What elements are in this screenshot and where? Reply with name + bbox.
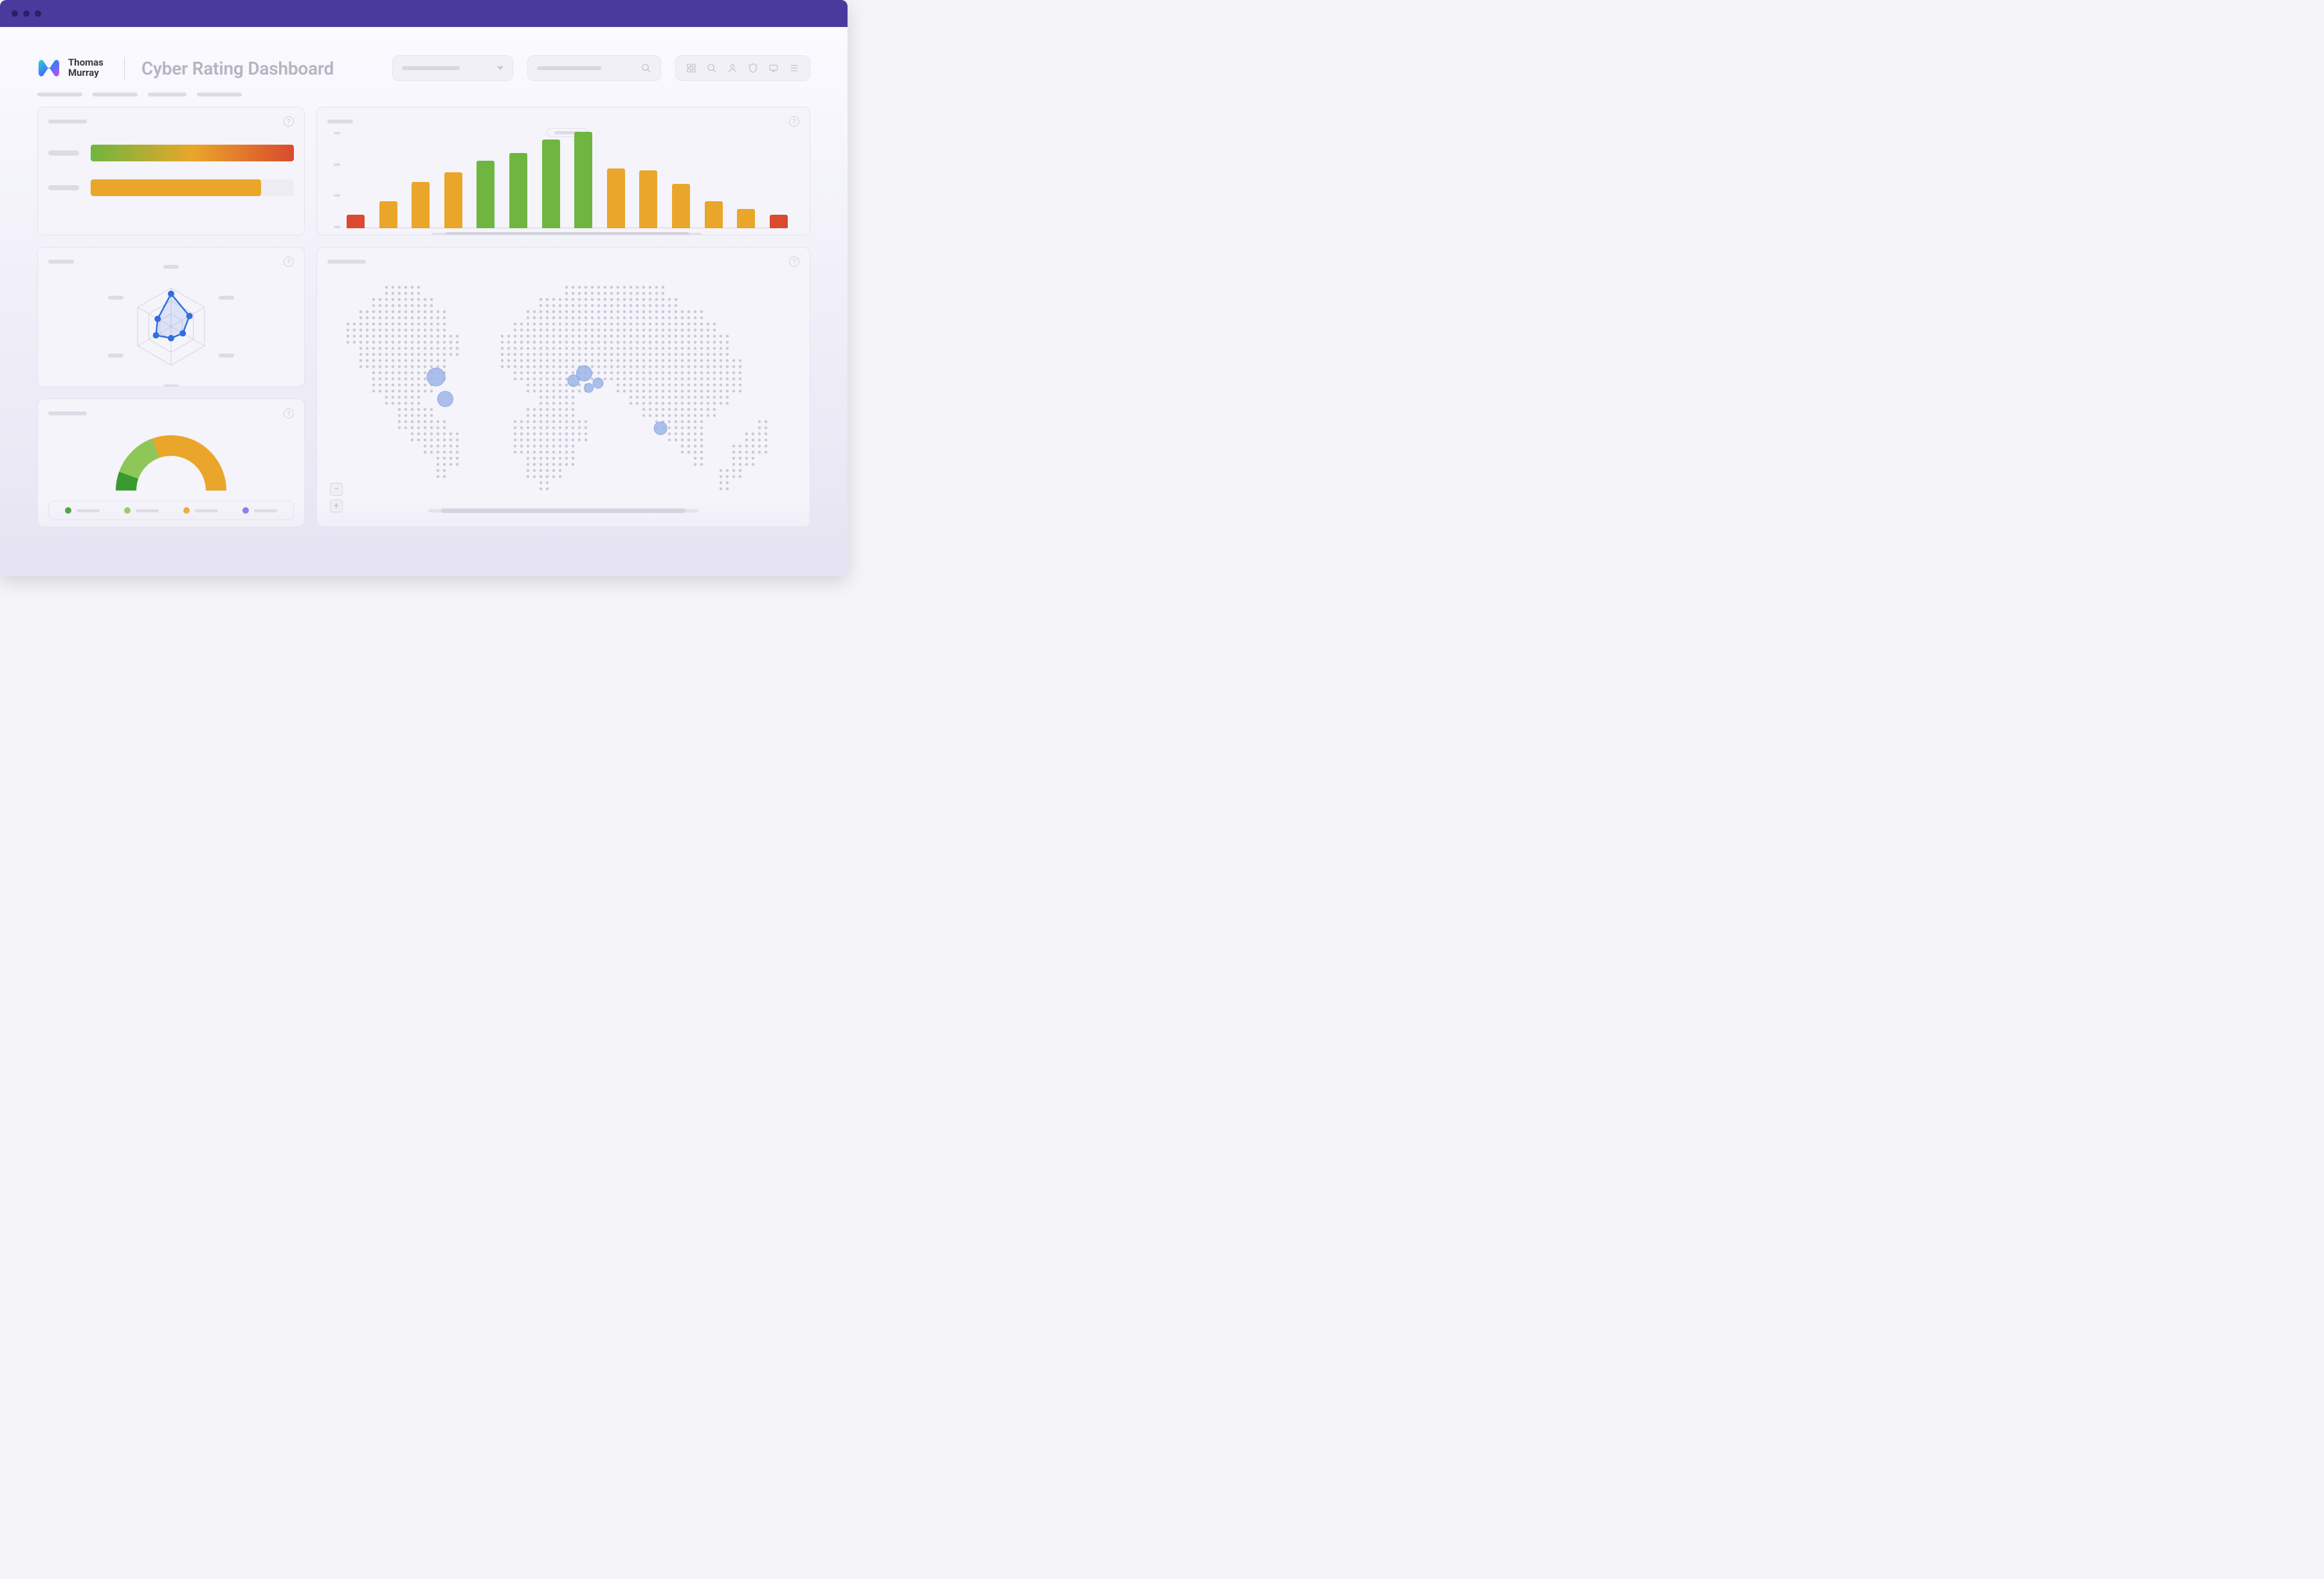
- search-icon: [641, 63, 651, 73]
- gauge-card: ?: [37, 399, 305, 527]
- dashboard-grid: ? ?: [0, 103, 848, 527]
- user-icon[interactable]: [727, 63, 738, 73]
- bar: [347, 215, 365, 228]
- zoom-out-button[interactable]: −: [330, 483, 343, 496]
- chat-icon[interactable]: [768, 63, 779, 73]
- bar: [705, 201, 723, 228]
- card-title: [48, 120, 87, 123]
- chevron-down-icon: [497, 66, 504, 70]
- dropdown-placeholder: [402, 66, 460, 70]
- rating-label: [48, 150, 79, 156]
- zoom-controls: − +: [330, 483, 343, 512]
- bar: [770, 215, 788, 228]
- breadcrumb: [0, 89, 848, 103]
- search-input[interactable]: [527, 55, 661, 81]
- card-title: [48, 260, 74, 264]
- card-title: [327, 120, 353, 123]
- toolbar: [675, 55, 810, 81]
- browser-titlebar: [0, 0, 848, 27]
- brand: Thomas Murray: [37, 57, 104, 79]
- bar: [542, 140, 560, 228]
- bar: [412, 182, 430, 228]
- help-icon[interactable]: ?: [284, 408, 294, 419]
- radar-axis-label: [219, 354, 234, 357]
- rating-bar: [91, 179, 294, 196]
- rating-bar: [91, 145, 294, 161]
- card-title: [327, 260, 366, 264]
- map-card: ? − +: [316, 247, 810, 527]
- range-slider[interactable]: [432, 233, 702, 235]
- radar-axis-label: [108, 296, 123, 300]
- search-icon[interactable]: [707, 63, 717, 73]
- bar: [574, 132, 592, 228]
- radar-axis-label: [108, 354, 123, 357]
- bar: [444, 172, 462, 228]
- brand-line2: Murray: [68, 68, 104, 78]
- gauge-legend: [48, 501, 294, 520]
- world-map[interactable]: − +: [327, 272, 799, 516]
- page-title: Cyber Rating Dashboard: [141, 58, 334, 79]
- divider: [124, 57, 125, 79]
- legend-item: [183, 507, 218, 514]
- window-dot: [12, 10, 18, 17]
- window-dot: [35, 10, 41, 17]
- bar-chart: [347, 132, 788, 228]
- legend-item: [65, 507, 100, 514]
- app-body: Thomas Murray Cyber Rating Dashboard: [0, 27, 848, 576]
- gauge-chart: [48, 424, 294, 497]
- help-icon[interactable]: ?: [789, 116, 799, 127]
- shield-icon[interactable]: [748, 63, 758, 73]
- bar: [639, 170, 657, 228]
- window-dot: [23, 10, 30, 17]
- map-bubble[interactable]: [654, 422, 667, 435]
- crumb-item[interactable]: [37, 93, 82, 96]
- bar: [509, 153, 527, 228]
- map-bubble[interactable]: [437, 392, 453, 407]
- bar: [477, 161, 495, 228]
- menu-icon[interactable]: [789, 63, 799, 73]
- radar-axis-label: [219, 296, 234, 300]
- browser-frame: Thomas Murray Cyber Rating Dashboard: [0, 0, 848, 576]
- rating-label: [48, 185, 79, 190]
- header: Thomas Murray Cyber Rating Dashboard: [0, 27, 848, 89]
- radar-card: ?: [37, 247, 305, 387]
- help-icon[interactable]: ?: [284, 116, 294, 127]
- radar-axis-label: [163, 265, 179, 269]
- help-icon[interactable]: ?: [284, 257, 294, 267]
- legend-item: [124, 507, 159, 514]
- filter-dropdown[interactable]: [392, 55, 513, 81]
- bar-chart-card: ?: [316, 107, 810, 235]
- map-bubble[interactable]: [593, 378, 603, 388]
- legend-item: [242, 507, 277, 514]
- grid-icon[interactable]: [686, 63, 696, 73]
- card-title: [48, 411, 87, 415]
- bar: [672, 184, 690, 228]
- map-range-slider[interactable]: [428, 509, 698, 512]
- logo-icon: [37, 57, 60, 79]
- bar: [379, 201, 397, 228]
- crumb-item[interactable]: [148, 93, 186, 96]
- zoom-in-button[interactable]: +: [330, 500, 343, 512]
- crumb-item[interactable]: [93, 93, 138, 96]
- map-bubble[interactable]: [585, 384, 594, 393]
- search-placeholder: [537, 66, 601, 70]
- bar: [737, 209, 755, 228]
- rating-row: [48, 179, 294, 196]
- help-icon[interactable]: ?: [789, 257, 799, 267]
- rating-card: ?: [37, 107, 305, 235]
- radar-axis-label: [163, 384, 179, 387]
- rating-row: [48, 145, 294, 161]
- crumb-item[interactable]: [197, 93, 242, 96]
- bar: [607, 168, 625, 228]
- map-bubble[interactable]: [576, 366, 592, 381]
- radar-chart: [48, 272, 294, 381]
- map-bubble[interactable]: [427, 368, 445, 386]
